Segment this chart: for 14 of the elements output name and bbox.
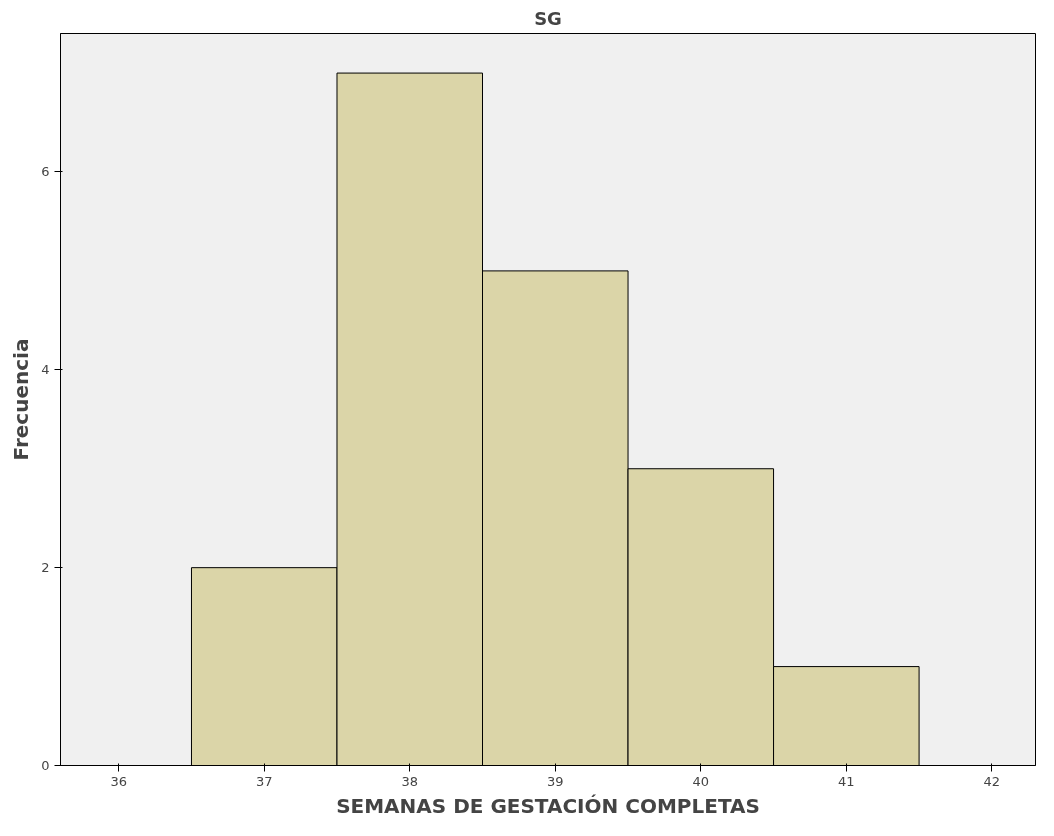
chart-title: SG	[534, 7, 562, 29]
x-tick-label: 36	[110, 773, 127, 789]
x-tick-label: 40	[692, 773, 710, 789]
x-tick-label: 38	[401, 773, 419, 789]
x-tick-label: 39	[547, 773, 564, 789]
y-tick-label: 4	[41, 362, 50, 378]
y-tick-label: 0	[41, 758, 50, 773]
y-axis-title: Frecuencia	[9, 338, 34, 461]
y-tick-label: 6	[41, 164, 50, 180]
x-tick-label: 41	[838, 773, 855, 789]
x-axis-title: SEMANAS DE GESTACIÓN COMPLETAS	[336, 793, 760, 818]
y-tick-label: 2	[41, 560, 50, 576]
x-tick-label: 42	[983, 773, 1001, 789]
x-tick-label: 37	[255, 773, 273, 789]
